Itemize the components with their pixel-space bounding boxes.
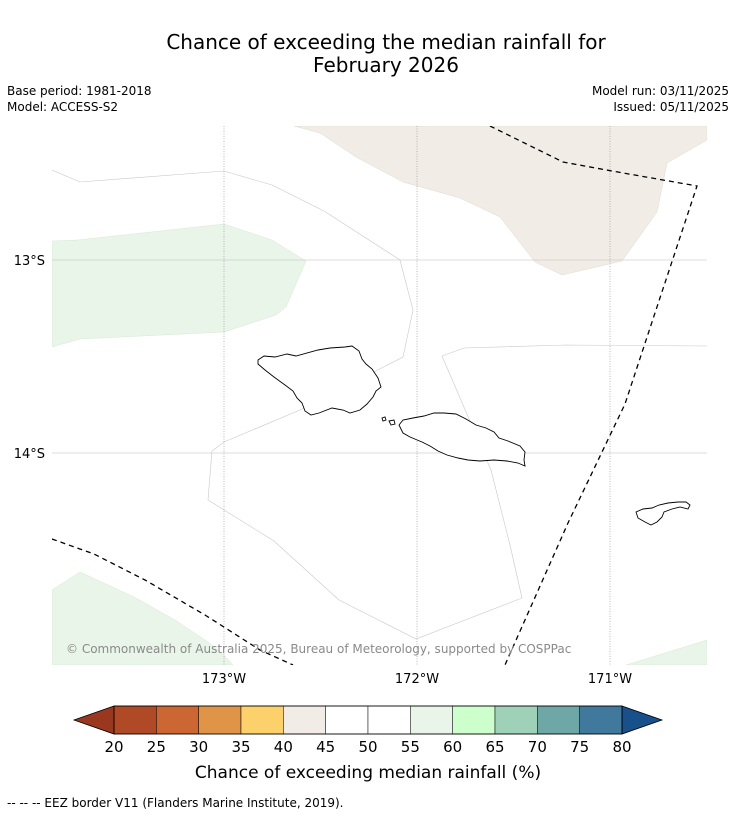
colorbar-ticks: 20 25 30 35 40 45 50 55 60 65 70 75 80 — [104, 738, 631, 756]
island-upolu — [398, 412, 526, 467]
islet-apolima — [381, 416, 387, 422]
region-55-60-southeast — [625, 639, 707, 665]
colorbar-tick-label: 50 — [358, 738, 377, 756]
lat-label-13s: 13°S — [14, 254, 45, 269]
issued-date: Issued: 05/11/2025 — [613, 100, 729, 114]
axis-labels: 13°S 14°S 173°W 172°W 171°W — [14, 254, 633, 687]
colorbar-tick-label: 65 — [485, 738, 504, 756]
colorbar-tick-label: 80 — [612, 738, 631, 756]
colorbar: 20 25 30 35 40 45 50 55 60 65 70 75 80 Chance of exc… — [72, 705, 664, 783]
colorbar-segment — [367, 705, 411, 735]
colorbar-segment — [113, 705, 157, 735]
colorbar-tick-label: 40 — [274, 738, 293, 756]
eez-border-southwest — [52, 538, 294, 665]
eez-border-east — [489, 126, 698, 665]
model-run: Model run: 03/11/2025 — [591, 84, 729, 98]
island-manono — [388, 419, 396, 426]
colorbar-over-arrow — [621, 705, 664, 735]
region-40-45 — [293, 126, 707, 276]
colorbar-segment — [325, 705, 369, 735]
islands — [257, 345, 691, 526]
map-panel: © Commonwealth of Australia 2025, Bureau… — [52, 126, 707, 665]
colorbar-tick-label: 20 — [104, 738, 123, 756]
lat-label-14s: 14°S — [14, 447, 45, 462]
meta-right: Model run: 03/11/2025 Issued: 05/11/2025 — [592, 83, 729, 115]
colorbar-segment — [410, 705, 453, 735]
colorbar-tick-label: 25 — [147, 738, 166, 756]
title-line-2: February 2026 — [313, 53, 459, 77]
colorbar-tick-label: 30 — [189, 738, 208, 756]
colorbar-label: Chance of exceeding median rainfall (%) — [195, 763, 541, 783]
colorbar-segment — [537, 705, 580, 735]
meta-left: Base period: 1981-2018 Model: ACCESS-S2 — [7, 83, 152, 115]
colorbar-segment — [156, 705, 199, 735]
island-tutuila — [635, 501, 691, 526]
colorbar-tick-label: 75 — [570, 738, 589, 756]
colorbar-segment — [283, 705, 326, 735]
chart-title: Chance of exceeding the median rainfall … — [0, 31, 736, 77]
island-savaii — [257, 345, 382, 416]
contour-line-north — [52, 169, 707, 640]
colorbar-segment — [198, 705, 242, 735]
eez-legend-note: -- -- -- EEZ border V11 (Flanders Marine… — [7, 796, 344, 810]
colorbar-tick-label: 35 — [231, 738, 250, 756]
region-55-60-west — [52, 223, 307, 348]
region-55-60-southwest — [52, 571, 234, 665]
colorbar-segment — [452, 705, 496, 735]
colorbar-segments — [113, 705, 623, 735]
colorbar-segment — [494, 705, 538, 735]
base-period: Base period: 1981-2018 — [7, 84, 152, 98]
copyright-text: © Commonwealth of Australia 2025, Bureau… — [66, 642, 571, 656]
model-name: Model: ACCESS-S2 — [7, 100, 119, 114]
colorbar-segment — [579, 705, 623, 735]
lon-label-171w: 171°W — [588, 672, 632, 687]
colorbar-under-arrow — [72, 705, 115, 735]
colorbar-tick-label: 45 — [316, 738, 335, 756]
title-line-1: Chance of exceeding the median rainfall … — [166, 30, 606, 54]
colorbar-frame — [113, 705, 623, 735]
gridlines — [52, 126, 707, 665]
lon-label-173w: 173°W — [202, 672, 246, 687]
lon-label-172w: 172°W — [395, 672, 439, 687]
colorbar-tick-label: 55 — [401, 738, 420, 756]
colorbar-segment — [240, 705, 284, 735]
colorbar-tick-label: 70 — [528, 738, 547, 756]
colorbar-tick-label: 60 — [443, 738, 462, 756]
eez-border — [52, 126, 698, 665]
